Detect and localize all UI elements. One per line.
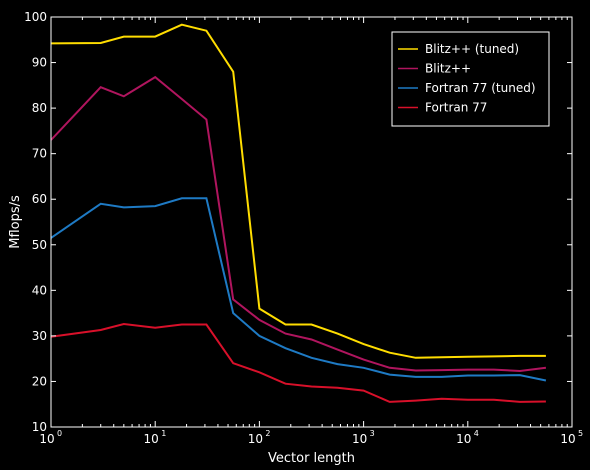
legend-box xyxy=(391,31,550,127)
y-tick-label: 40 xyxy=(32,283,47,297)
legend: Blitz++ (tuned) Blitz++ Fortran 77 (tuned)… xyxy=(391,31,550,127)
x-axis-title: Vector length xyxy=(268,451,355,466)
legend-label-1: Blitz++ (tuned) xyxy=(425,42,519,56)
x-tick-label-exponent: 5 xyxy=(578,429,583,438)
y-axis-title: Mflops/s xyxy=(8,195,23,249)
x-tick-label-exponent: 2 xyxy=(265,429,270,438)
x-tick-label: 10 xyxy=(39,432,54,446)
series-line-3 xyxy=(50,197,547,382)
y-tick-label: 60 xyxy=(32,192,47,206)
series-line-2 xyxy=(50,75,547,373)
x-tick-label: 10 xyxy=(248,432,263,446)
x-tick-label-exponent: 3 xyxy=(370,429,375,438)
x-tick-label: 10 xyxy=(352,432,367,446)
y-tick-label: 20 xyxy=(32,374,47,388)
y-tick-label: 80 xyxy=(32,101,47,115)
x-tick-label-exponent: 1 xyxy=(161,429,166,438)
y-tick-label: 90 xyxy=(32,56,47,70)
series-line-4 xyxy=(50,322,546,403)
legend-label-2: Blitz++ xyxy=(425,62,471,76)
y-tick-label: 100 xyxy=(24,10,47,24)
x-tick-label-exponent: 0 xyxy=(57,429,62,438)
plot-frame xyxy=(50,16,573,428)
x-tick-label: 10 xyxy=(456,432,471,446)
y-tick-label: 50 xyxy=(32,238,47,252)
series-line-1 xyxy=(50,23,546,359)
y-tick-label: 70 xyxy=(32,147,47,161)
legend-label-3: Fortran 77 (tuned) xyxy=(425,81,536,95)
x-tick-label-exponent: 4 xyxy=(474,429,479,438)
y-tick-label: 10 xyxy=(32,420,47,434)
ticks-layer xyxy=(50,16,573,428)
x-tick-label: 10 xyxy=(144,432,159,446)
series-layer xyxy=(50,23,547,403)
y-tick-label: 30 xyxy=(32,329,47,343)
legend-label-4: Fortran 77 xyxy=(425,101,487,115)
x-tick-label: 10 xyxy=(560,432,575,446)
